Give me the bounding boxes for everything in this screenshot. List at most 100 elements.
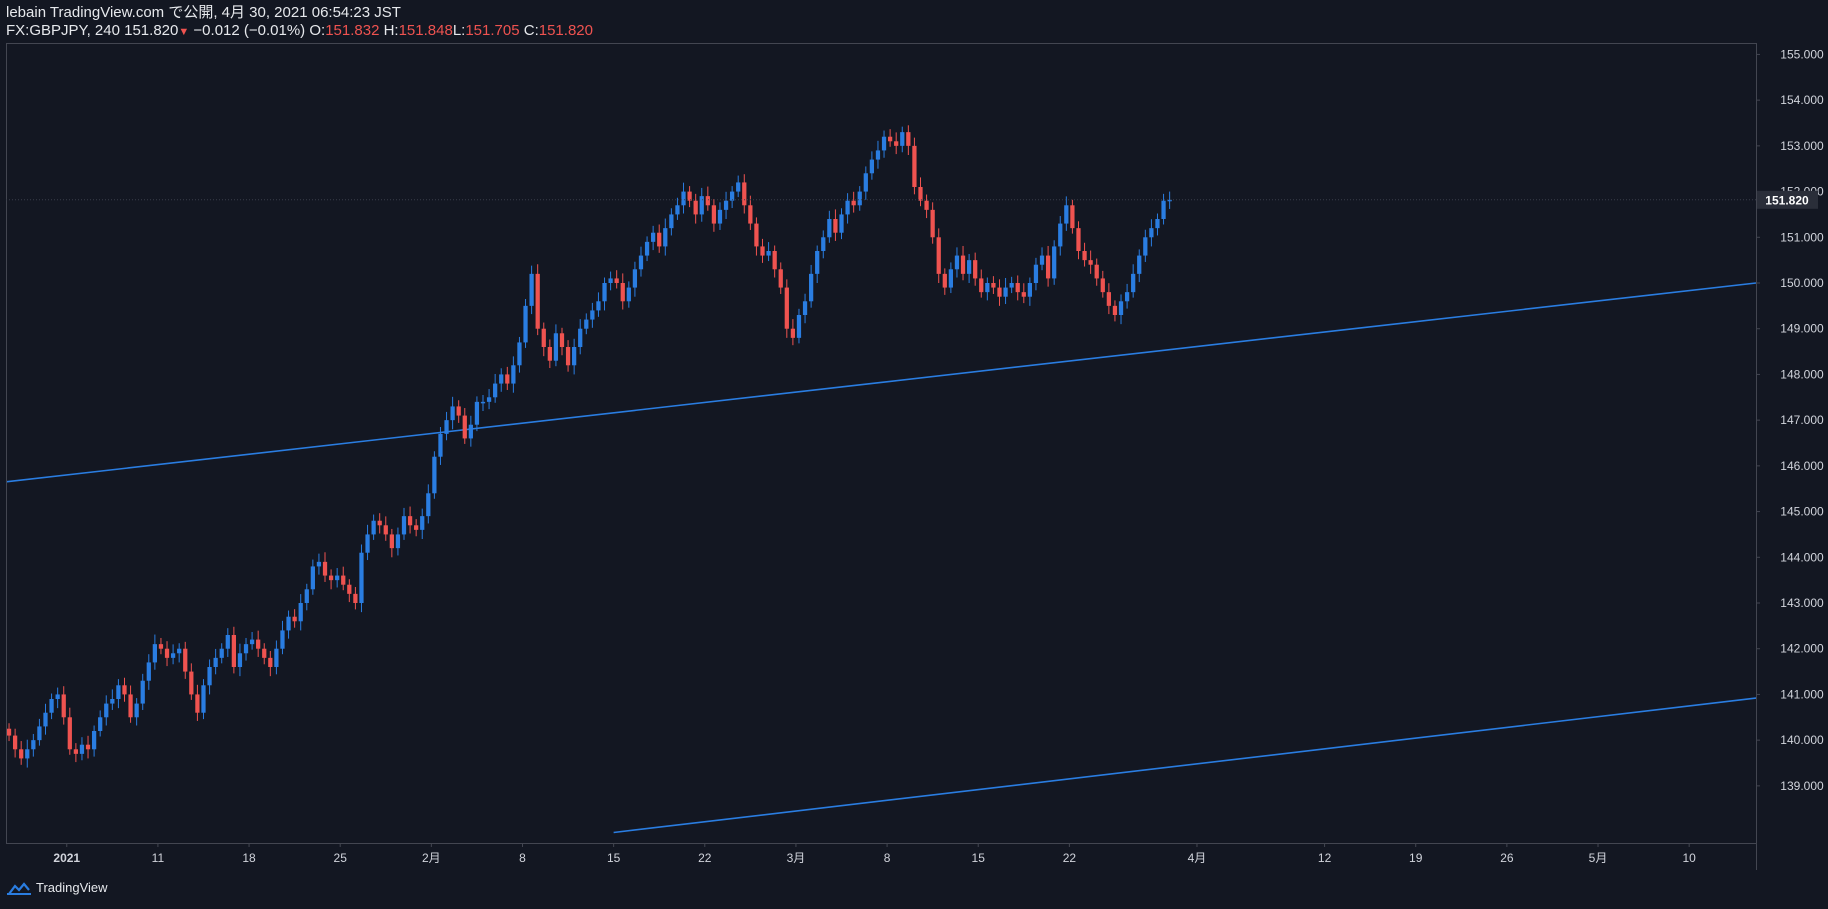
candle-body (304, 589, 309, 603)
candle-body (754, 223, 759, 247)
candle-body (213, 657, 218, 667)
candle-body (596, 301, 601, 311)
candle-body (960, 255, 966, 274)
candle-body (827, 219, 832, 238)
candle-body (711, 205, 717, 224)
candle-body (632, 269, 638, 288)
candle-body (559, 333, 565, 347)
ohlc-line: FX:GBPJPY, 240 151.820▼ −0.012 (−0.01%) … (6, 22, 593, 41)
trendline-upper[interactable] (5, 282, 1757, 483)
candle-body (1167, 199, 1172, 202)
price-tick-label: 140.000 (1780, 733, 1824, 747)
candle-body (298, 603, 303, 622)
close-value: 151.820 (538, 22, 593, 39)
time-tick-label: 22 (698, 851, 712, 865)
candle-body (183, 648, 188, 672)
candle-body (578, 328, 583, 347)
time-tick-label: 26 (1500, 851, 1514, 865)
candle-body (237, 653, 243, 667)
symbol-label[interactable]: FX:GBPJPY, 240 (6, 22, 120, 39)
candle-body (784, 287, 789, 329)
price-tick-label: 147.000 (1780, 413, 1824, 427)
candle-body (936, 237, 941, 274)
candle-body (1118, 301, 1124, 315)
candle-body (292, 616, 297, 622)
candle-body (262, 648, 267, 658)
candle-body (681, 191, 686, 206)
price-tick-label: 150.000 (1780, 276, 1824, 290)
candle-body (6, 728, 12, 736)
candle-body (1009, 283, 1014, 288)
candle-body (73, 749, 79, 754)
candle-body (207, 667, 212, 686)
candle-body (158, 644, 164, 649)
price-tick-label: 146.000 (1780, 459, 1824, 473)
candle-body (912, 145, 917, 187)
candle-body (1094, 264, 1099, 279)
candle-body (790, 328, 796, 338)
candle-body (1112, 305, 1118, 315)
candle-body (535, 273, 540, 329)
candle-body (499, 374, 504, 384)
candle-body (1021, 292, 1026, 297)
price-axis[interactable]: 139.000 140.000 141.000 142.000 143.000 144.0… (1756, 47, 1824, 793)
publish-text: lebain TradingView.com で公開, 4月 30, 2021 … (6, 4, 401, 21)
candle-body (529, 273, 534, 306)
candle-body (772, 251, 777, 270)
candle-body (699, 196, 704, 215)
trendline-lower[interactable] (613, 697, 1757, 834)
candle-body (1033, 264, 1039, 283)
candle-body (462, 415, 467, 439)
candle-body (110, 699, 115, 704)
candle-body (742, 182, 747, 206)
candle-body (1027, 283, 1032, 297)
candle-body (723, 200, 729, 210)
candle-body (833, 219, 838, 233)
time-tick-label: 18 (242, 851, 256, 865)
candle-body (505, 374, 510, 384)
time-axis[interactable]: 2021 11 18 25 2月 8 15 22 3月 8 15 22 4月 12 19 26 5月 10 (53, 843, 1696, 865)
candle-body (91, 731, 97, 750)
candle-body (85, 744, 91, 750)
candle-body (322, 561, 328, 576)
candle-body (201, 685, 206, 713)
candle-body (1015, 283, 1020, 293)
candle-body (67, 717, 72, 750)
candle-body (1124, 292, 1130, 302)
candle-body (857, 191, 862, 206)
time-tick-label: 19 (1409, 851, 1423, 865)
candle-body (12, 735, 18, 750)
candle-body (219, 648, 224, 658)
candle-body (49, 699, 54, 713)
trendlines[interactable] (5, 282, 1757, 834)
time-tick-label: 15 (972, 851, 986, 865)
low-value: 151.705 (465, 22, 520, 39)
tradingview-brand[interactable]: TradingView (6, 880, 108, 895)
price-tick-label: 151.000 (1780, 230, 1824, 244)
candle-body (517, 342, 522, 366)
candle-body (808, 273, 814, 302)
candle-body (79, 744, 85, 754)
candle-body (590, 310, 595, 320)
candle-body (608, 278, 613, 283)
candle-body (177, 648, 182, 654)
candle-body (438, 433, 443, 457)
candle-body (365, 534, 370, 553)
time-tick-label: 15 (607, 851, 621, 865)
candle-body (377, 520, 382, 526)
time-tick-label: 3月 (787, 851, 806, 865)
high-value: 151.848 (398, 22, 453, 39)
candle-body (480, 401, 486, 404)
candle-body (918, 187, 923, 201)
candle-body (511, 365, 516, 384)
candle-body (553, 333, 559, 361)
time-tick-label: 25 (334, 851, 348, 865)
candle-body (432, 456, 437, 494)
candle-body (1070, 205, 1075, 229)
candle-body (1131, 273, 1136, 293)
price-tick-label: 142.000 (1780, 642, 1824, 656)
candle-body (973, 260, 978, 279)
candle-body (1082, 251, 1087, 261)
candle-body (486, 397, 492, 402)
